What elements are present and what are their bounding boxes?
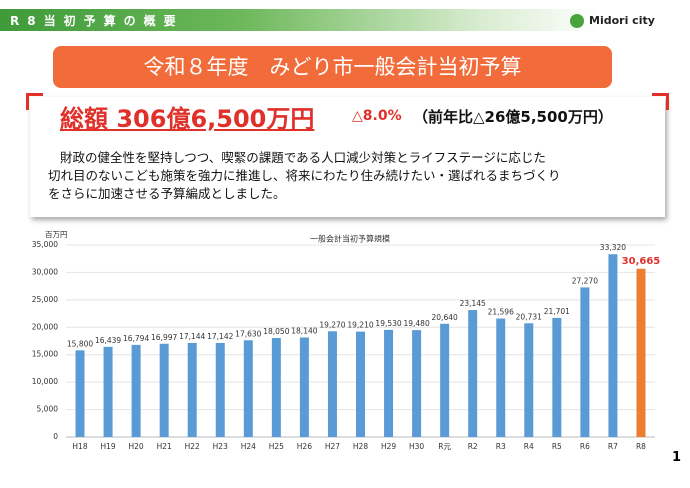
value-label: 30,665 xyxy=(622,256,661,267)
bar xyxy=(496,318,506,437)
value-label: 21,596 xyxy=(488,308,514,317)
x-tick-label: R元 xyxy=(438,442,451,451)
section-title: R8当初予算の概要 xyxy=(10,14,184,28)
y-tick-label: 0 xyxy=(53,432,58,441)
x-tick-label: H18 xyxy=(72,442,87,451)
body-line: をさらに加速させる予算編成としました。 xyxy=(48,186,286,201)
x-tick-label: R5 xyxy=(552,442,562,451)
header-bar: R8当初予算の概要 xyxy=(0,9,600,31)
x-tick-label: R4 xyxy=(524,442,534,451)
bar xyxy=(384,329,394,437)
bar xyxy=(552,317,562,437)
total: 総額 306億6,500万円 xyxy=(60,105,315,133)
x-tick-label: H28 xyxy=(353,442,368,451)
bar xyxy=(327,331,337,437)
bar xyxy=(159,343,169,437)
x-tick-label: H20 xyxy=(129,442,144,451)
x-tick-label: H26 xyxy=(297,442,312,451)
value-label: 19,270 xyxy=(319,320,345,329)
x-tick-label: R2 xyxy=(468,442,478,451)
bar xyxy=(636,268,646,437)
value-label: 19,480 xyxy=(403,319,429,328)
bar xyxy=(215,342,225,437)
bar xyxy=(243,340,253,437)
chart-title: 一般会計当初予算規模 xyxy=(310,234,390,244)
chart: 百万円 一般会計当初予算規模 0 5,000 10,000 15,000 20,000 2… xyxy=(32,230,661,451)
unit-label: 百万円 xyxy=(45,230,68,239)
value-label: 17,630 xyxy=(235,329,261,338)
value-label: 27,270 xyxy=(572,276,598,285)
x-tick-label: R7 xyxy=(608,442,618,451)
value-label: 33,320 xyxy=(600,243,626,252)
bar xyxy=(356,331,365,437)
x-tick-label: H30 xyxy=(409,442,424,451)
bar xyxy=(103,346,113,437)
bar xyxy=(299,337,309,437)
bar xyxy=(468,310,478,437)
value-label: 19,530 xyxy=(375,319,401,328)
bar xyxy=(75,350,85,437)
x-tick-label: H23 xyxy=(213,442,228,451)
x-tick-label: H21 xyxy=(157,442,172,451)
value-label: 16,439 xyxy=(95,336,121,345)
y-tick-label: 25,000 xyxy=(32,295,58,304)
y-tick-label: 10,000 xyxy=(32,377,58,386)
x-tick-label: H19 xyxy=(100,442,115,451)
value-label: 18,140 xyxy=(291,326,317,335)
bar xyxy=(608,254,618,437)
x-tick-label: R3 xyxy=(496,442,506,451)
value-label: 21,701 xyxy=(544,307,570,316)
value-label: 17,142 xyxy=(207,332,233,341)
logo-text: Midori city xyxy=(589,14,655,27)
bar xyxy=(440,323,450,437)
bar xyxy=(524,323,534,437)
summary-box: 総額 306億6,500万円 △8.0% （前年比△26億5,500万円） 財政… xyxy=(26,93,669,217)
x-tick-label: H25 xyxy=(269,442,284,451)
value-label: 20,731 xyxy=(516,312,542,321)
y-tick-label: 15,000 xyxy=(32,350,58,359)
y-tick-label: 30,000 xyxy=(32,267,58,276)
bar xyxy=(580,287,590,437)
x-tick-label: R6 xyxy=(580,442,590,451)
change: △8.0% xyxy=(352,108,402,124)
value-label: 23,145 xyxy=(460,299,486,308)
bar xyxy=(271,337,281,437)
y-tick-label: 20,000 xyxy=(32,322,58,331)
y-tick-label: 35,000 xyxy=(32,240,58,249)
bar xyxy=(131,344,141,437)
y-tick-label: 5,000 xyxy=(37,405,59,414)
value-label: 16,997 xyxy=(151,333,177,342)
x-tick-label: H29 xyxy=(381,442,396,451)
x-tick-label: R8 xyxy=(636,442,646,451)
summary-body: 財政の健全性を堅持しつつ、喫緊の課題である人口減少対策とライフステージに応じた … xyxy=(48,149,561,203)
body-line: 財政の健全性を堅持しつつ、喫緊の課題である人口減少対策とライフステージに応じた xyxy=(60,150,546,165)
x-tick-label: H22 xyxy=(185,442,200,451)
bar xyxy=(412,330,422,437)
title: 令和８年度 みどり市一般会計当初予算 xyxy=(53,46,612,88)
x-tick-label: H27 xyxy=(325,442,340,451)
bar xyxy=(187,342,197,437)
x-tick-label: H24 xyxy=(241,442,256,451)
body-line: 切れ目のないこども施策を強力に推進し、将来にわたり住み続けたい・選ばれるまちづく… xyxy=(48,168,561,183)
value-label: 19,210 xyxy=(347,321,373,330)
value-label: 18,050 xyxy=(263,327,289,336)
value-label: 16,794 xyxy=(123,334,149,343)
value-label: 15,800 xyxy=(67,339,93,348)
value-label: 20,640 xyxy=(432,313,458,322)
page-number: 1 xyxy=(672,450,682,465)
comparison: （前年比△26億5,500万円） xyxy=(413,108,613,126)
logo: Midori city xyxy=(570,14,655,28)
value-label: 17,144 xyxy=(179,332,205,341)
